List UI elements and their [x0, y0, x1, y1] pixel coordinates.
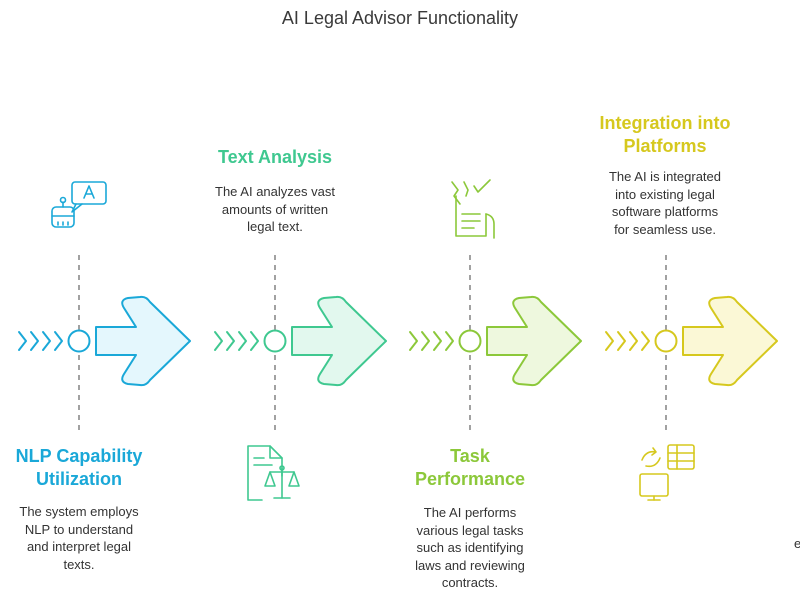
step-2-description: The AI analyzes vast amounts of written …: [195, 183, 355, 236]
step-1-description-line: The system employs: [19, 504, 139, 519]
step-3-description: The AI performs various legal tasks such…: [390, 504, 550, 592]
step-3-description-line: The AI performs: [423, 505, 517, 520]
robot-translate-icon: [51, 181, 107, 228]
step-2-graphics: [214, 255, 387, 501]
step-2-description-line: legal text.: [247, 219, 303, 234]
step-3-heading-line-2: Performance: [414, 469, 526, 489]
edge-fragment-text: e: [794, 536, 800, 551]
step-4-description-line: for seamless use.: [614, 221, 716, 237]
step-1-description-line: texts.: [63, 556, 95, 572]
step-2-arrow: [291, 295, 387, 387]
diagram-title: AI Legal Advisor Functionality: [281, 8, 519, 28]
step-1-heading-line-1: NLP Capability: [15, 446, 143, 466]
legal-document-scale-icon: [247, 445, 300, 501]
step-4-heading-line-1: Integration into: [599, 113, 731, 133]
step-3-heading-line-1: Task: [450, 446, 490, 466]
step-4-graphics: [605, 255, 778, 501]
step-2-node: [263, 329, 287, 353]
step-3-arrow: [486, 295, 582, 387]
step-4-description-line: The AI is integrated: [608, 169, 721, 184]
step-1-description: The system employs NLP to understand and…: [0, 503, 158, 573]
step-1-node: [67, 329, 91, 353]
step-3-node: [458, 329, 482, 353]
step-4-arrow: [682, 295, 778, 387]
step-1-graphics: [18, 181, 191, 430]
step-4-description: The AI is integrated into existing legal…: [585, 168, 745, 238]
step-2-heading-line-1: Text Analysis: [217, 147, 333, 167]
step-4-description-line: software platforms: [611, 204, 719, 219]
step-2-description-line: The AI analyzes vast: [215, 184, 335, 199]
monitor-sync-table-icon: [639, 444, 695, 501]
step-3-description-line: such as identifying: [416, 540, 524, 555]
step-1-heading-line-2: Utilization: [36, 469, 122, 489]
step-3-graphics: [409, 179, 582, 430]
step-3-chevrons: [409, 331, 454, 351]
step-4-chevrons: [605, 331, 650, 351]
step-1-heading: NLP Capability Utilization: [0, 445, 158, 491]
step-2-heading: Text Analysis: [195, 146, 355, 169]
step-3-description-line: laws and reviewing: [415, 557, 525, 573]
step-1-description-line: NLP to understand: [24, 521, 134, 537]
step-2-description-line: amounts of written: [221, 201, 329, 217]
step-2-chevrons: [214, 331, 259, 351]
step-4-heading: Integration into Platforms: [585, 112, 745, 158]
step-1-description-line: and interpret legal: [26, 539, 132, 554]
checklist-hand-icon: [451, 179, 495, 239]
step-4-heading-line-2: Platforms: [623, 136, 707, 156]
step-3-description-line: various legal tasks: [416, 522, 524, 538]
step-4-description-line: into existing legal: [615, 186, 715, 202]
step-4-node: [654, 329, 678, 353]
step-3-heading: Task Performance: [390, 445, 550, 491]
step-1-arrow: [95, 295, 191, 387]
step-1-chevrons: [18, 331, 63, 351]
step-3-description-line: contracts.: [441, 575, 499, 590]
